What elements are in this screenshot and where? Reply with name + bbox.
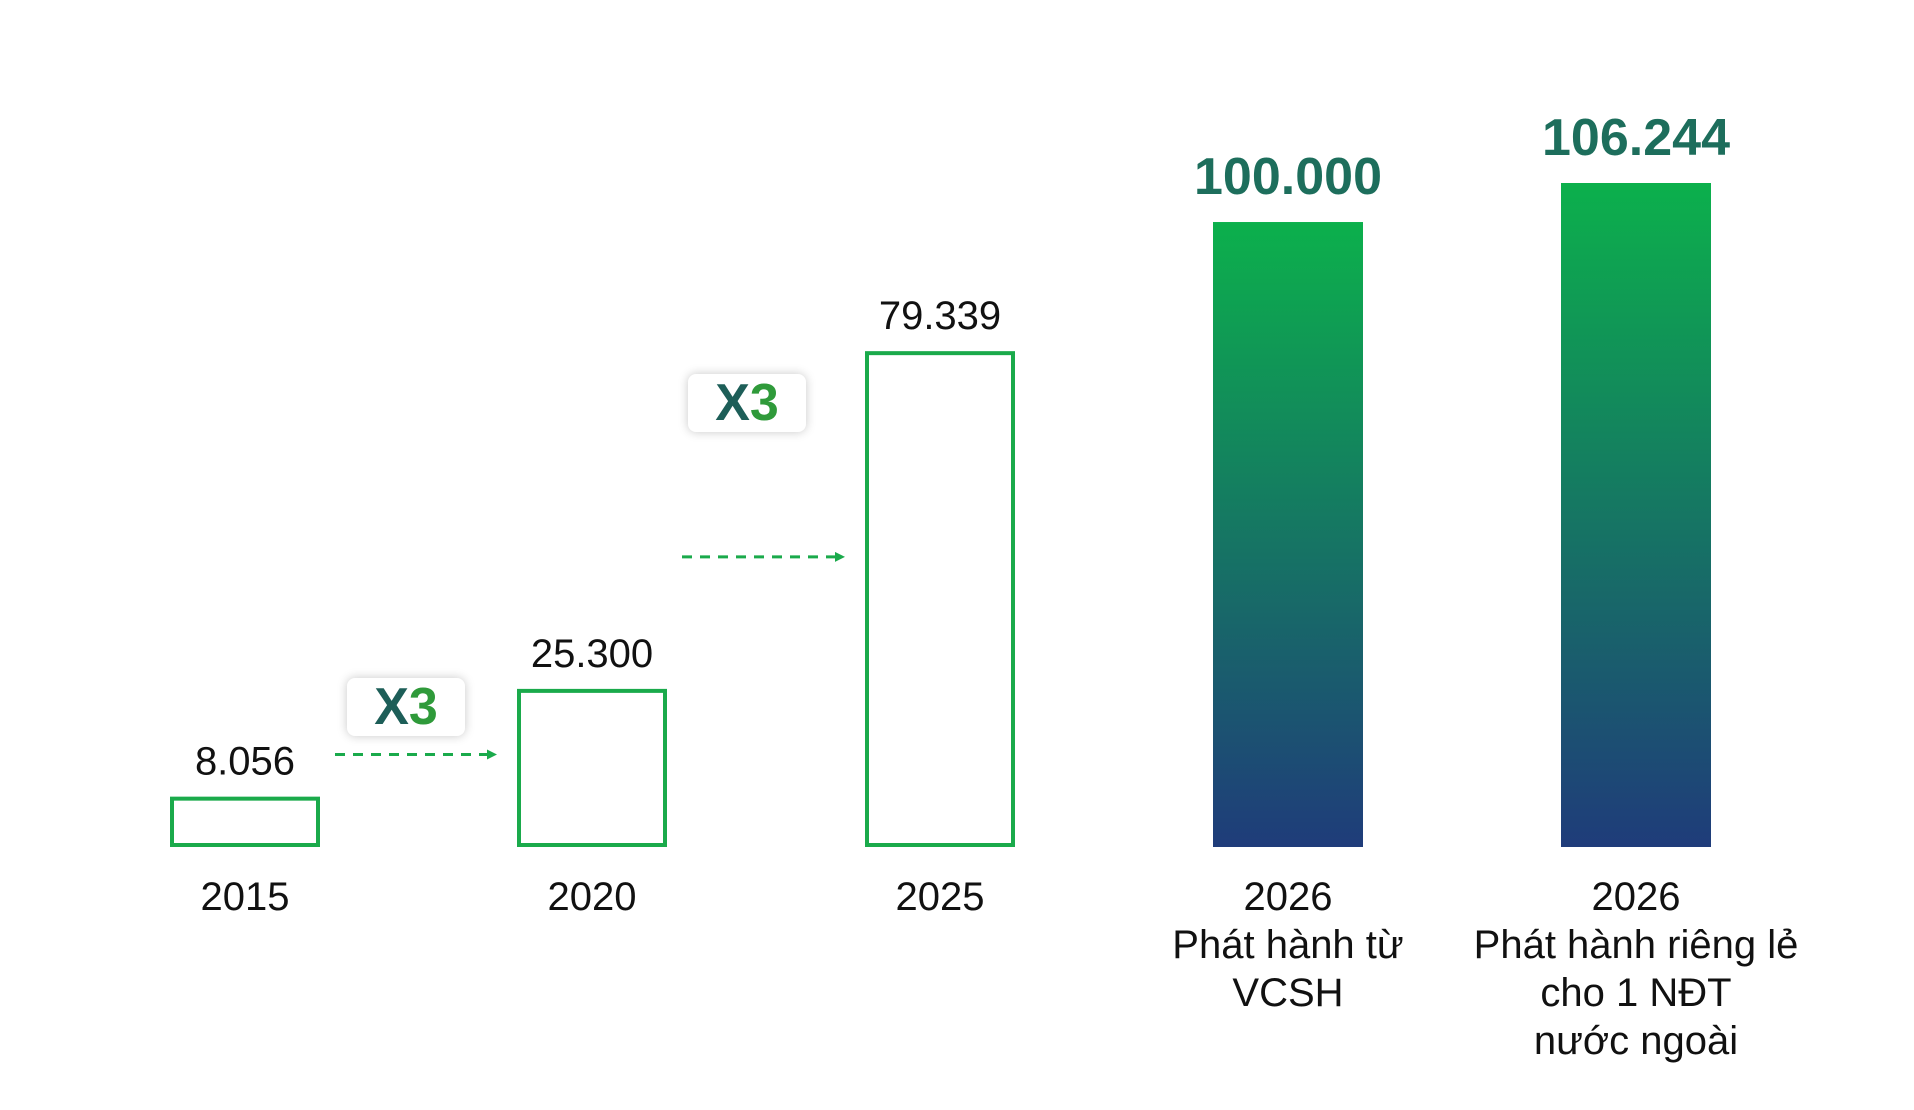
bar: [170, 796, 320, 848]
bar: [517, 688, 667, 848]
multiplier-value: 3: [408, 678, 438, 736]
category-label: 2020: [548, 875, 637, 919]
value-label: 25.300: [531, 632, 653, 676]
value-label: 106.244: [1542, 109, 1730, 167]
category-label: 2026 Phát hành từ VCSH: [1172, 875, 1403, 1015]
bar: [1561, 183, 1711, 847]
bar: [865, 351, 1015, 847]
value-label: 79.339: [879, 294, 1001, 338]
bar: [1213, 222, 1363, 847]
value-label: 8.056: [195, 740, 295, 784]
category-label: 2026 Phát hành riêng lẻ cho 1 NĐT nước ngoà…: [1474, 875, 1799, 1063]
multiplier-prefix: X: [715, 374, 750, 432]
value-label: 100.000: [1194, 148, 1382, 206]
category-label: 2015: [201, 875, 290, 919]
multiplier-prefix: X: [374, 678, 409, 736]
category-label: 2025: [896, 875, 985, 919]
multiplier-value: 3: [749, 374, 779, 432]
